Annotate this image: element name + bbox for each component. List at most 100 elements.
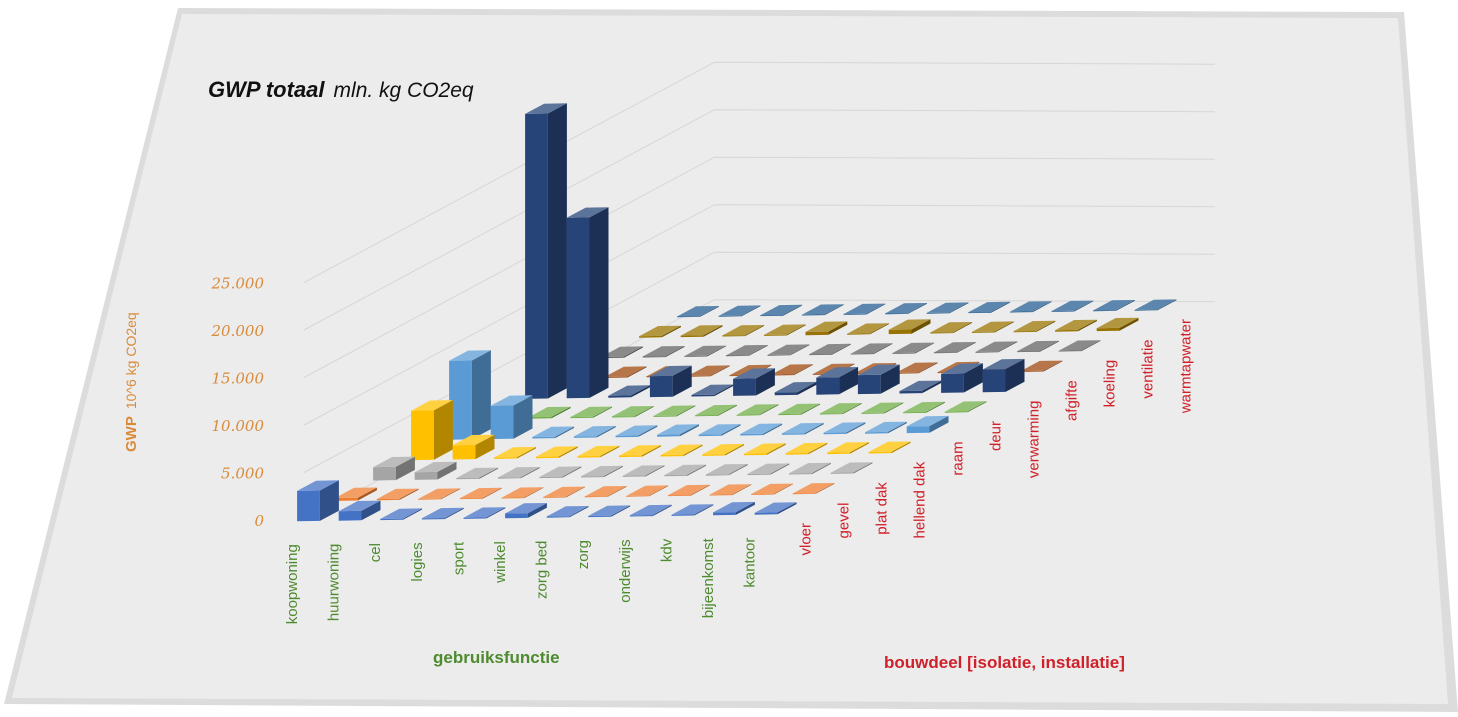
bar-top xyxy=(899,380,942,392)
bar xyxy=(449,350,491,440)
bar-top xyxy=(653,405,696,416)
bar-top xyxy=(449,350,491,361)
bar xyxy=(892,342,935,354)
bar-top xyxy=(847,323,889,334)
bar-side xyxy=(593,406,613,418)
bar-side xyxy=(1074,300,1094,312)
bar-side xyxy=(683,444,703,457)
bar-side xyxy=(925,401,945,413)
bar-side xyxy=(1043,360,1063,372)
bar-side xyxy=(790,344,810,356)
bar xyxy=(751,483,793,495)
bar-front xyxy=(581,476,604,478)
bar-front xyxy=(490,405,514,440)
bar xyxy=(865,421,907,434)
bar-side xyxy=(649,485,669,497)
bar xyxy=(861,402,904,414)
x-category-label: sport xyxy=(450,541,467,575)
bar-side xyxy=(907,303,927,314)
y-tick-label: 20.000 xyxy=(211,322,265,340)
bar-side xyxy=(524,487,544,499)
bar-top xyxy=(781,422,824,434)
bar-top xyxy=(588,505,631,516)
bar-side xyxy=(725,443,745,456)
bar-front xyxy=(926,312,950,314)
bar-top xyxy=(868,441,911,452)
bar-top xyxy=(639,325,681,337)
bar xyxy=(843,303,886,315)
bar-top xyxy=(418,488,461,499)
bar xyxy=(705,464,748,476)
bar-top xyxy=(380,508,423,519)
bar xyxy=(1017,340,1059,353)
bar xyxy=(725,345,768,357)
bar-top xyxy=(338,500,381,512)
bar-front xyxy=(792,493,816,495)
bar-top xyxy=(414,461,457,473)
bars xyxy=(297,103,1177,522)
bar-front xyxy=(421,518,445,520)
bar-side xyxy=(1039,340,1059,352)
bar-top xyxy=(677,306,719,317)
bar xyxy=(525,103,567,399)
bar-front xyxy=(649,375,673,398)
bar xyxy=(763,324,806,336)
bar-side xyxy=(918,362,938,374)
y-tick-label: 15.000 xyxy=(212,370,265,388)
bar xyxy=(968,301,1011,314)
bar-top xyxy=(611,406,654,417)
bar xyxy=(456,467,499,480)
bar-front xyxy=(857,374,881,395)
bar xyxy=(767,344,810,356)
bar xyxy=(532,426,575,439)
bar-front xyxy=(781,433,805,435)
bar xyxy=(684,345,727,357)
bar-side xyxy=(665,346,685,358)
bar-side xyxy=(842,403,862,415)
bar-side xyxy=(873,343,893,355)
bar-front xyxy=(691,394,715,397)
bar xyxy=(1013,320,1056,333)
y-tick-label: 0 xyxy=(254,512,264,530)
bar-front xyxy=(677,316,700,318)
bar-front xyxy=(725,355,749,357)
bar-side xyxy=(475,434,495,460)
bar xyxy=(713,501,755,516)
bar-side xyxy=(824,304,844,316)
bar-top xyxy=(664,464,707,476)
bar-side xyxy=(811,462,831,475)
bar-top xyxy=(725,345,768,356)
bar-side xyxy=(1005,358,1025,392)
bar-top xyxy=(865,421,907,433)
bar-top xyxy=(903,401,945,413)
bar-side xyxy=(569,506,589,518)
bar xyxy=(760,304,803,317)
bar-side xyxy=(661,325,681,338)
bar-top xyxy=(1134,299,1177,310)
bar-front xyxy=(463,517,487,519)
bar-side xyxy=(482,487,502,499)
bar-top xyxy=(760,304,803,316)
bar-front xyxy=(570,416,594,419)
bar xyxy=(566,207,609,399)
z-series-label: deur xyxy=(988,421,1005,451)
bar-front xyxy=(1051,310,1075,312)
bar-side xyxy=(770,463,790,475)
bar-side xyxy=(953,322,973,334)
bar-top xyxy=(411,400,453,411)
bar-side xyxy=(846,422,866,434)
bar-front xyxy=(713,512,736,516)
bar-side xyxy=(831,343,851,355)
bar-front xyxy=(626,495,650,497)
bar-side xyxy=(1077,319,1097,332)
bar xyxy=(660,444,703,457)
bar-top xyxy=(830,462,873,473)
bar xyxy=(982,358,1025,393)
bar xyxy=(649,365,692,398)
x-category-label: huurwoning xyxy=(326,544,343,622)
bar xyxy=(619,445,661,458)
bar xyxy=(297,480,339,522)
x-category-label: zorg bed xyxy=(534,541,551,599)
bar-top xyxy=(584,486,627,497)
bar xyxy=(747,463,790,476)
